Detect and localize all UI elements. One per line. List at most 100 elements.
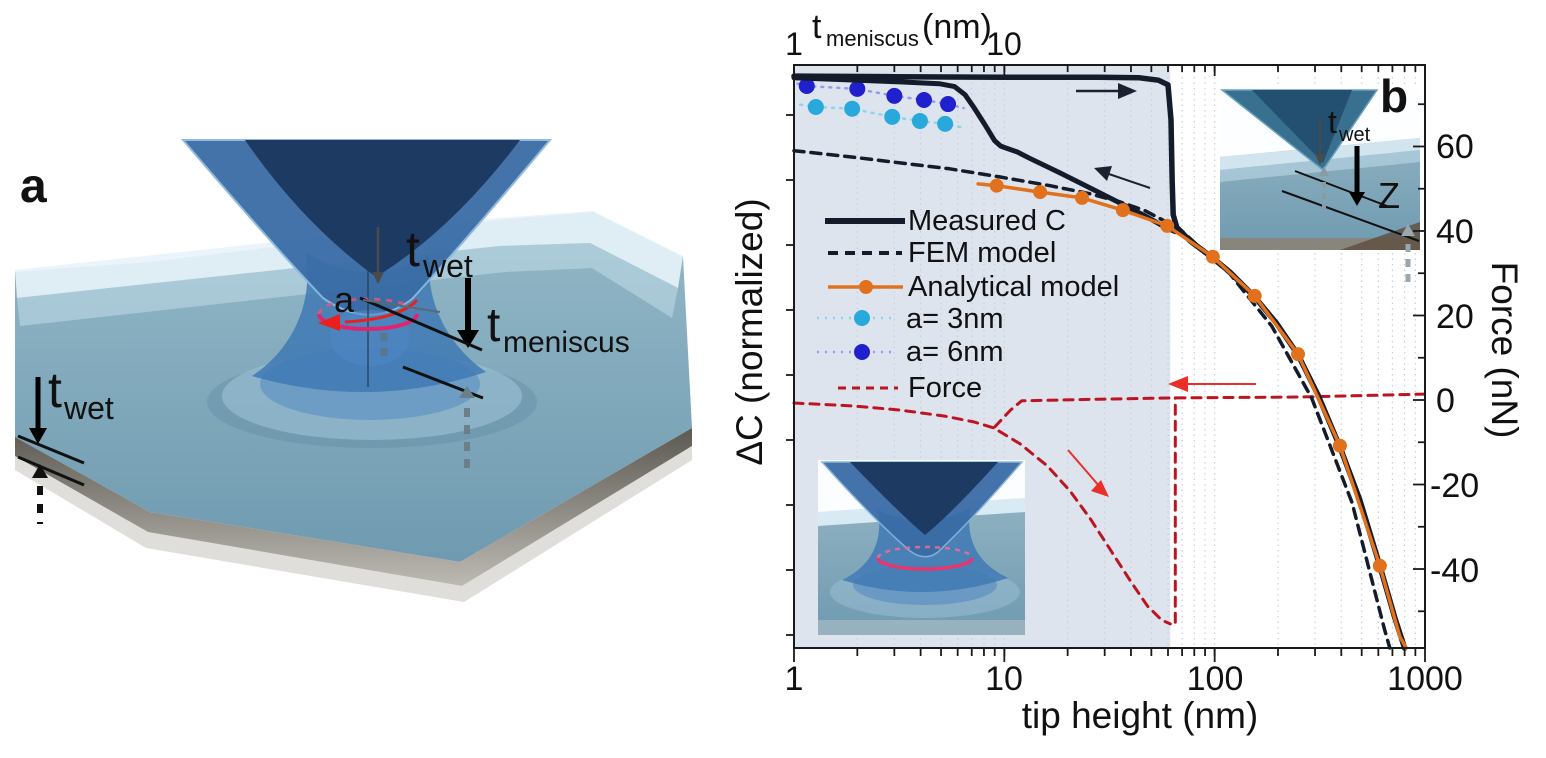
axis-labels: 1 10 t meniscus (nm) 1 10 100 1000 tip h… <box>729 8 1525 736</box>
series-marker-analytical <box>1205 249 1220 264</box>
series-marker-a6nm <box>886 87 903 104</box>
inset2-z-arrowhead-icon <box>1349 192 1365 206</box>
left-twet-t: t <box>48 362 62 418</box>
left-axis-title: ΔC (normalized) <box>729 198 770 465</box>
series-marker-a3nm <box>937 115 954 132</box>
series-marker-analytical <box>1372 558 1387 573</box>
inset-approach-schematic: t wet Z b <box>1219 70 1420 288</box>
series-analytical <box>976 178 1409 650</box>
contact-radius-arrowhead-icon <box>318 314 340 331</box>
plot-border <box>793 64 1426 649</box>
contact-radius-arrow <box>344 298 419 324</box>
inset2-big-ref-arrowhead-icon <box>1401 224 1415 236</box>
right-tick-60: 60 <box>1436 128 1474 166</box>
left-twet-sub: wet <box>63 390 114 426</box>
ticks-layer <box>786 65 1426 662</box>
legend-a3-label: a= 3nm <box>906 303 1004 335</box>
series-marker-a6nm <box>849 80 866 97</box>
series-a6nm <box>796 77 965 113</box>
bottom-tick-10: 10 <box>985 660 1023 698</box>
legend-analytical-label: Analytical model <box>908 271 1119 303</box>
direction-arrows <box>1067 83 1256 497</box>
series-force-retract <box>792 401 1172 626</box>
series-marker-analytical <box>1290 347 1305 362</box>
series-line-fem-model <box>792 148 1392 650</box>
legend-force-label: Force <box>908 372 982 404</box>
legend-measured-label: Measured C <box>908 205 1066 237</box>
top-axis-title-unit: (nm) <box>922 8 992 46</box>
force-retract-arrow <box>1067 449 1101 488</box>
series-marker-analytical <box>1033 185 1048 200</box>
series-marker-a3nm <box>911 112 928 129</box>
inset1-ring-back-arc <box>876 545 974 559</box>
center-twet-t: t <box>406 221 420 277</box>
right-tick-40: 40 <box>1436 213 1474 251</box>
substrate-front-edge-fade <box>15 446 692 602</box>
inset1-ring-front-arc <box>876 557 974 571</box>
right-tick-20: 20 <box>1436 298 1474 336</box>
panel-b-label: b <box>1380 70 1408 122</box>
force-approach-arrowhead-icon <box>1168 376 1188 392</box>
bottom-tick-1: 1 <box>785 660 804 698</box>
inset-meniscus-contact <box>818 460 1025 635</box>
top-axis-title-sub: meniscus <box>826 26 919 51</box>
left-ref-arrowhead-icon <box>32 464 48 478</box>
series-marker-analytical <box>1332 438 1347 453</box>
series-marker-analytical <box>1247 288 1262 303</box>
panel-a-label: a <box>20 160 47 213</box>
top-tick-1: 1 <box>785 26 803 62</box>
right-tick-m40: -40 <box>1430 552 1479 590</box>
series-marker-analytical <box>1074 190 1089 205</box>
series-marker-a3nm <box>884 108 901 125</box>
series-marker-analytical <box>989 178 1004 193</box>
series-force-approach <box>993 392 1426 429</box>
legend-a6-label: a= 6nm <box>906 336 1004 368</box>
series-marker-a3nm <box>807 98 824 115</box>
neck-glow <box>330 310 410 366</box>
meniscus-thickness-arrowhead-icon <box>457 330 479 348</box>
inset2-corner-shadow <box>1340 222 1420 250</box>
center-twet-sub: wet <box>422 248 473 284</box>
inset2-twet-sub: wet <box>1338 124 1371 146</box>
inset2-surface-line1 <box>1294 170 1388 207</box>
inset2-surface-line2 <box>1281 190 1420 242</box>
series-marker-analytical <box>1115 203 1130 218</box>
inset2-z-label: Z <box>1378 175 1400 216</box>
legend-analytical-marker-icon <box>859 280 873 294</box>
right-axis-title: Force (nN) <box>1484 262 1525 439</box>
inset2-thin-arrowhead-icon <box>1315 154 1325 165</box>
right-tick-0: 0 <box>1436 382 1455 420</box>
left-twet-arrowhead-icon <box>29 428 47 444</box>
series-line-force-retract <box>792 401 1172 626</box>
legend-a6-marker-icon <box>854 344 870 360</box>
contact-radius-label: a <box>334 279 355 320</box>
series-marker-a3nm <box>844 100 861 117</box>
bottom-axis-title: tip height (nm) <box>1022 695 1259 736</box>
legend-fem-label: FEM model <box>908 237 1056 269</box>
series-marker-a6nm <box>915 91 932 108</box>
series-fem-model <box>792 148 1392 650</box>
meniscus-surface-line <box>359 296 483 352</box>
bottom-tick-100: 100 <box>1187 660 1244 698</box>
tmeniscus-sub: meniscus <box>503 326 630 359</box>
approach-direction-arrowhead-icon <box>1094 166 1112 181</box>
substrate-front-edge <box>15 428 692 586</box>
series-marker-a6nm <box>940 96 957 113</box>
series-layer <box>791 73 1426 651</box>
bottom-tick-1000: 1000 <box>1387 660 1463 698</box>
panel-a-illustration: a t wet t wet t meniscus a <box>15 139 692 602</box>
series-marker-a6nm <box>798 77 815 94</box>
series-a3nm <box>798 98 967 132</box>
top-axis-title-t: t <box>812 8 822 46</box>
film-surface-thin-line <box>362 299 441 313</box>
inset2-tip-inner <box>1252 90 1352 163</box>
left-film-bottom-line <box>17 455 85 487</box>
legend: Measured C FEM model Analytical model a=… <box>817 205 1119 404</box>
left-film-top-line <box>17 434 85 465</box>
inset1-bottom-strip <box>818 620 1025 635</box>
series-line-force-approach <box>993 392 1426 429</box>
retract-direction-arrowhead-icon <box>1118 83 1137 99</box>
substrate-ref-arrowhead-icon <box>459 386 475 398</box>
